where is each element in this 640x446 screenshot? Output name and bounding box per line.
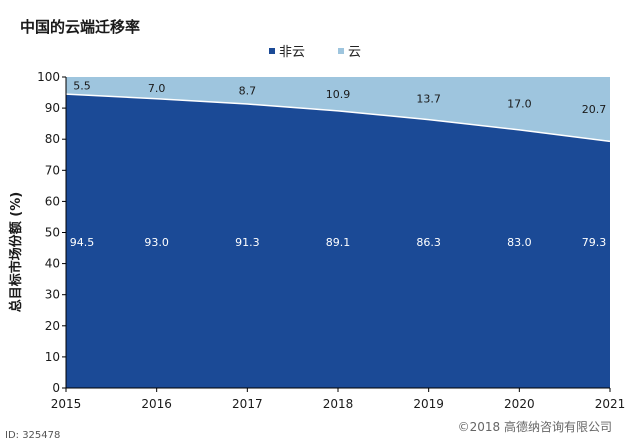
- x-tick-label: 2016: [141, 397, 172, 411]
- x-tick-label: 2019: [413, 397, 444, 411]
- y-tick-label: 40: [45, 257, 60, 271]
- data-label-cloud: 17.0: [507, 97, 532, 110]
- x-tick-label: 2015: [51, 397, 82, 411]
- data-label-cloud: 10.9: [326, 88, 351, 101]
- legend-label-cloud: 云: [348, 45, 361, 60]
- data-label-cloud: 13.7: [416, 92, 441, 105]
- y-tick-label: 90: [45, 101, 60, 115]
- x-tick-label: 2017: [232, 397, 263, 411]
- area-cloud: [66, 77, 610, 142]
- data-label-noncloud: 94.5: [70, 236, 95, 249]
- data-label-cloud: 5.5: [73, 80, 91, 93]
- data-label-noncloud: 89.1: [326, 236, 351, 249]
- chart-title: 中国的云端迁移率: [20, 18, 140, 36]
- area-noncloud: [66, 94, 610, 388]
- boundary-line: [65, 93, 611, 143]
- y-tick-label: 100: [37, 70, 60, 84]
- data-label-noncloud: 83.0: [507, 236, 532, 249]
- copyright: ©2018 高德纳咨询有限公司: [458, 419, 612, 434]
- legend: 非云 云: [269, 45, 361, 60]
- y-tick-label: 60: [45, 194, 60, 208]
- data-label-cloud: 7.0: [148, 82, 166, 95]
- data-label-cloud: 20.7: [582, 103, 607, 116]
- y-tick-label: 30: [45, 288, 60, 302]
- data-label-noncloud: 79.3: [582, 236, 607, 249]
- legend-label-noncloud: 非云: [279, 45, 305, 60]
- y-tick-label: 80: [45, 132, 60, 146]
- y-axis: 0 10 20 30 40 50 60 70 80 90 100: [37, 70, 66, 395]
- x-axis: 2015 2016 2017 2018 2019 2020 2021: [51, 388, 626, 411]
- x-tick-label: 2018: [323, 397, 354, 411]
- legend-swatch-noncloud: [269, 48, 275, 54]
- data-label-cloud: 8.7: [239, 85, 257, 98]
- data-labels: 94.5 5.5 93.0 7.0 91.3 8.7 89.1 10.9 86.3 13.7 83.…: [70, 80, 607, 249]
- x-tick-label: 2020: [504, 397, 535, 411]
- data-label-noncloud: 91.3: [235, 236, 260, 249]
- legend-swatch-cloud: [338, 48, 344, 54]
- y-tick-label: 50: [45, 226, 60, 240]
- y-axis-label: 总目标市场份额 (%): [8, 192, 24, 312]
- data-label-noncloud: 93.0: [144, 236, 169, 249]
- y-tick-label: 0: [52, 381, 60, 395]
- plot-area: [65, 77, 611, 389]
- y-tick-label: 70: [45, 163, 60, 177]
- y-tick-label: 10: [45, 350, 60, 364]
- chart-id: ID: 325478: [5, 430, 60, 441]
- y-tick-label: 20: [45, 319, 60, 333]
- x-tick-label: 2021: [595, 397, 626, 411]
- data-label-noncloud: 86.3: [416, 236, 441, 249]
